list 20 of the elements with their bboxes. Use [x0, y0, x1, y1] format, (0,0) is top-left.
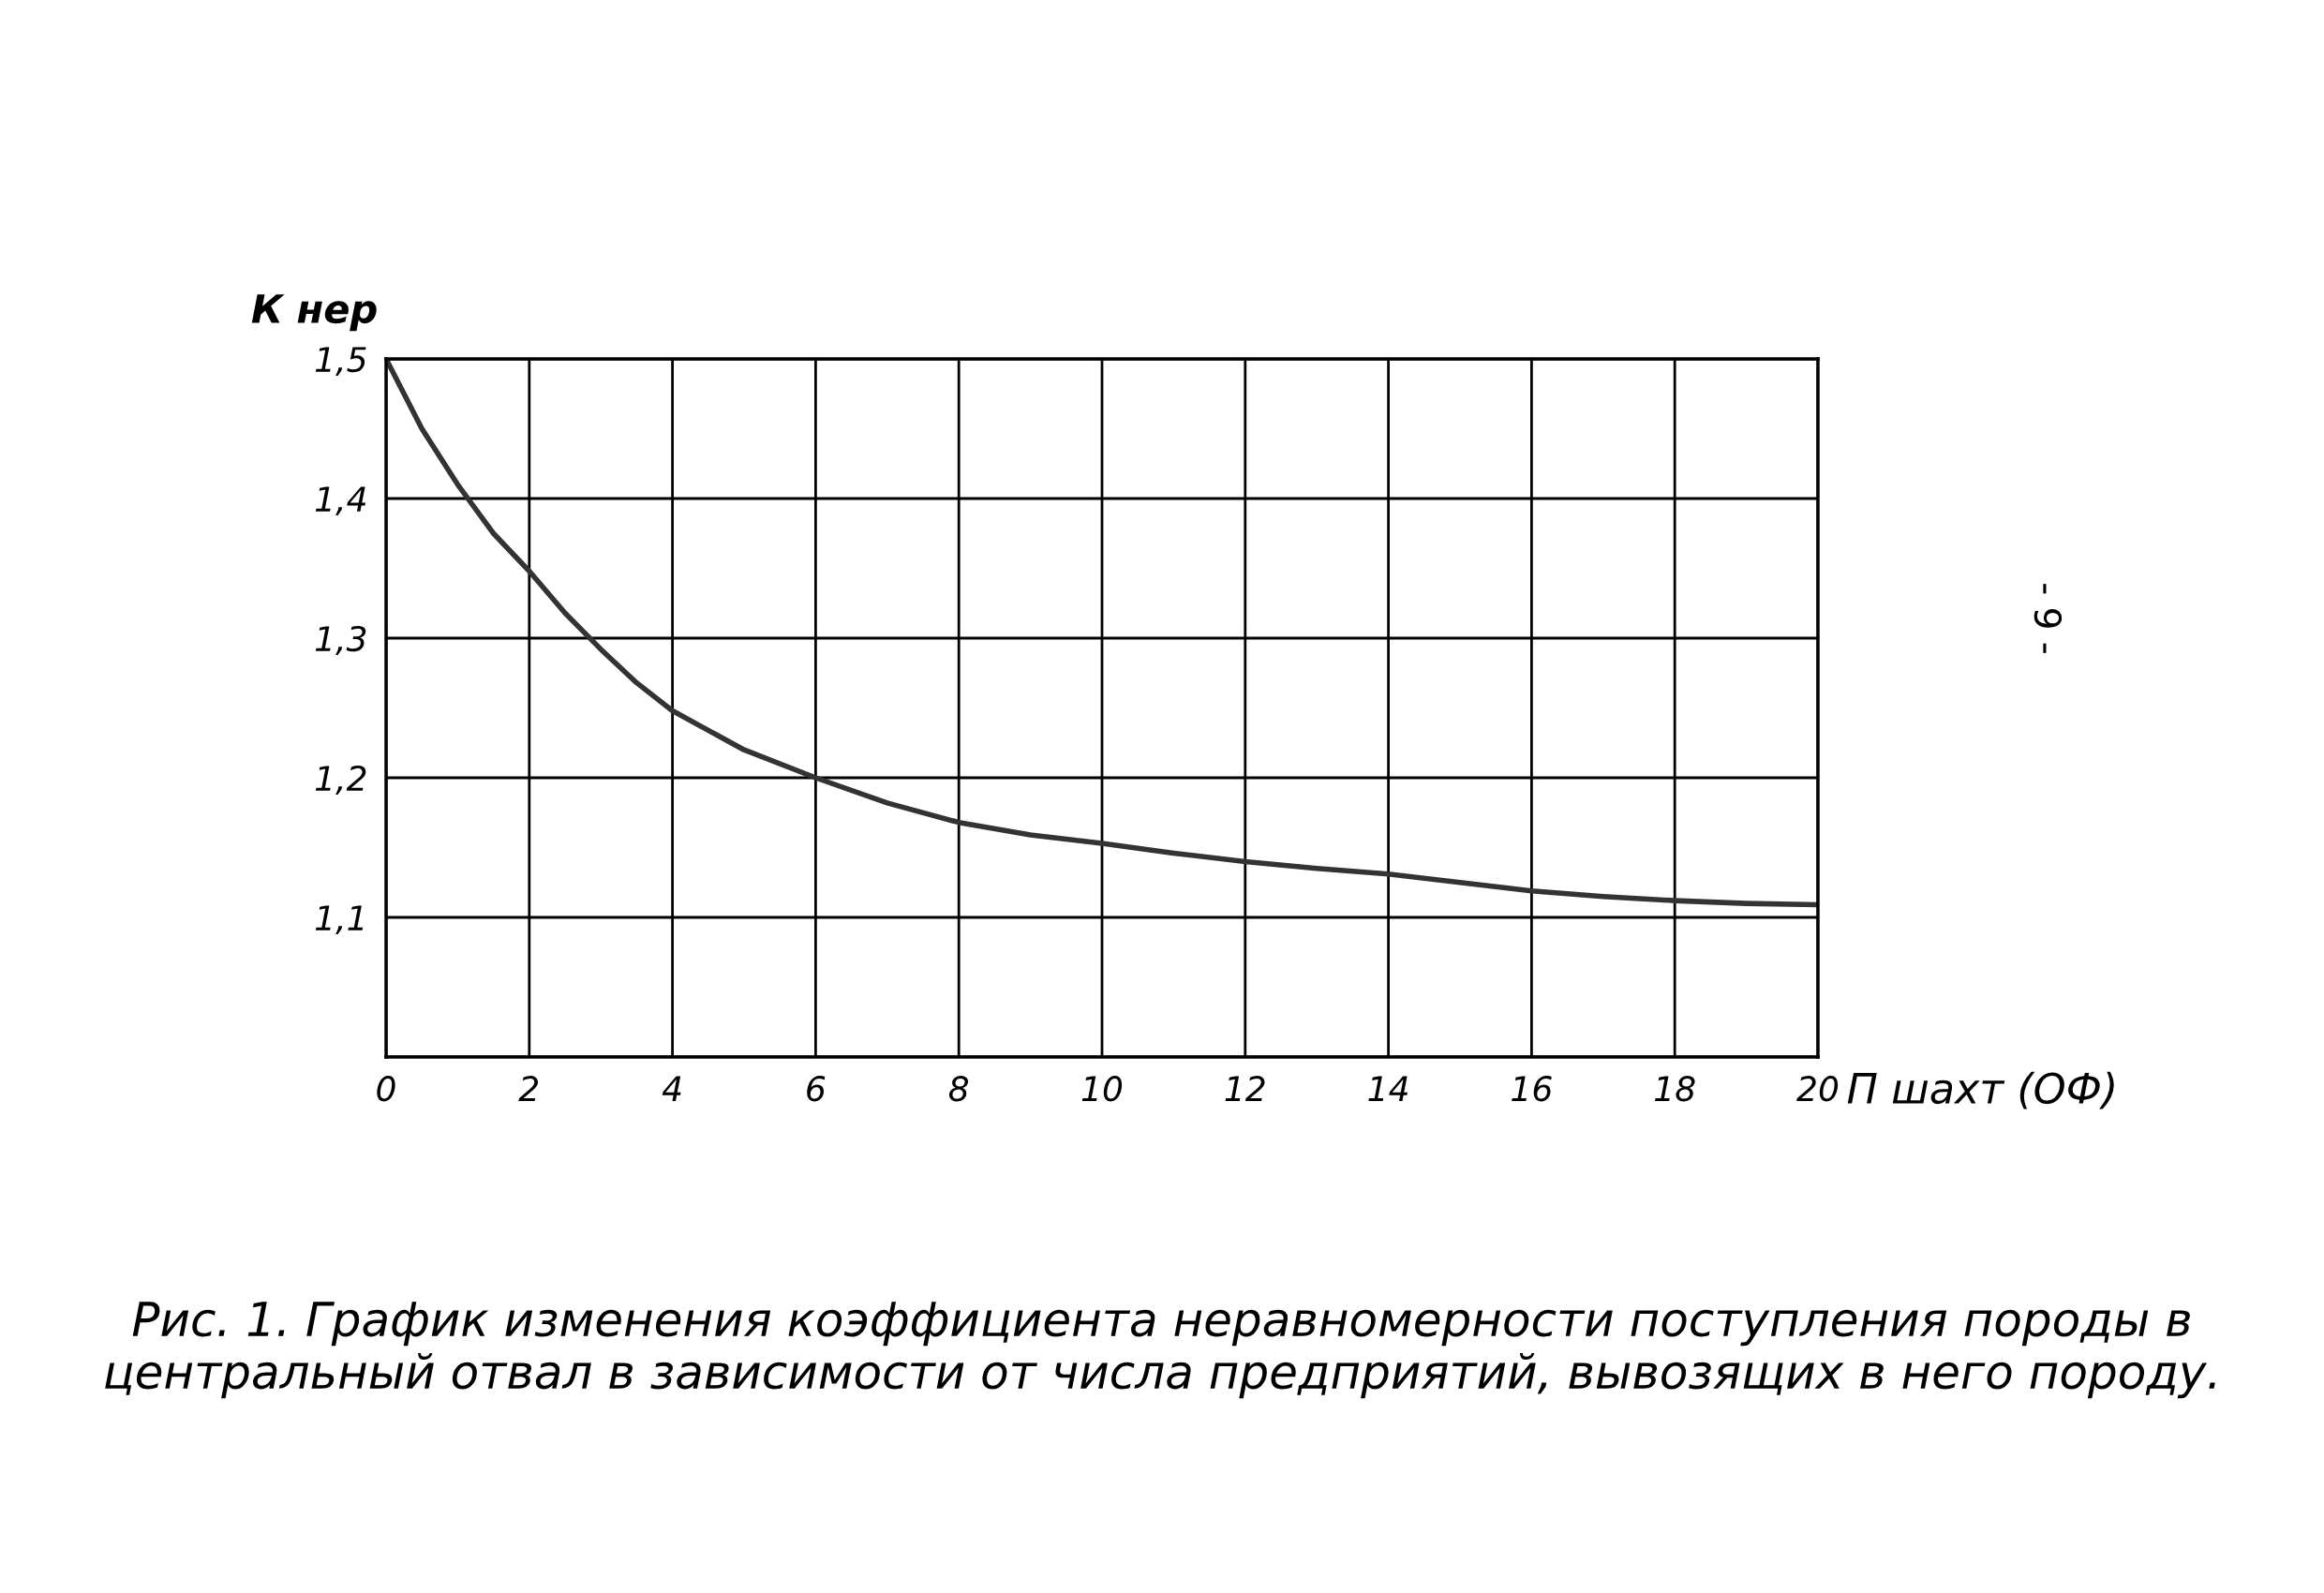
- x-axis-title: П шахт (ОФ): [1847, 1071, 2114, 1109]
- x-tick-label: 12: [1225, 1076, 1265, 1101]
- y-tick-label: 1,4: [315, 486, 365, 515]
- y-tick-label: 1,1: [315, 905, 364, 934]
- x-tick-label: 0: [377, 1076, 395, 1102]
- y-axis-title: К нер: [251, 294, 377, 332]
- y-tick-label: 1,2: [315, 765, 366, 795]
- x-tick-label: 10: [1081, 1076, 1123, 1102]
- text: - 9 -: [2034, 584, 2063, 653]
- x-tick-label: 2: [518, 1076, 539, 1101]
- x-tick-label: 14: [1368, 1076, 1408, 1101]
- x-tick-label: 18: [1654, 1076, 1695, 1102]
- x-tick-label: 6: [807, 1076, 826, 1102]
- y-tick-label: 1,5: [315, 347, 366, 376]
- text: Рис. 1. График изменения коэффициента неравномерности поступления породы в центральный отвал в зависимости от числа предприятий, вывозящих в него породу.: [105, 1302, 2215, 1399]
- x-tick-label: 20: [1796, 1076, 1839, 1102]
- y-tick-label: 1,3: [315, 625, 366, 655]
- x-tick-label: 16: [1512, 1076, 1552, 1102]
- x-tick-label: 4: [662, 1076, 681, 1101]
- x-tick-label: 8: [948, 1076, 969, 1102]
